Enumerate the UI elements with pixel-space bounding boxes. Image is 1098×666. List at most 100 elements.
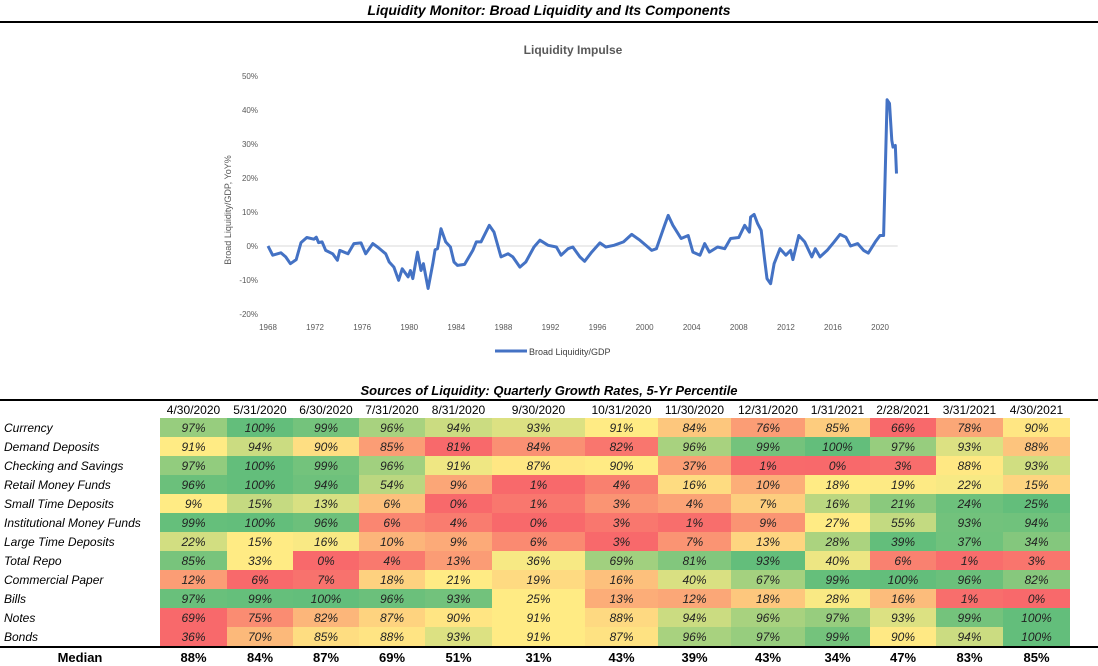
x-tick-label: 1992 (542, 323, 560, 332)
y-tick-label: -10% (239, 276, 258, 285)
percentile-cell: 94% (658, 608, 731, 627)
percentile-cell: 37% (936, 532, 1003, 551)
percentile-cell: 97% (805, 608, 870, 627)
percentile-cell: 0% (293, 551, 359, 570)
percentile-cell: 93% (492, 418, 585, 437)
row-label: Bonds (4, 629, 39, 644)
row-label: Bills (4, 591, 27, 606)
percentile-cell: 22% (160, 532, 227, 551)
percentile-cell: 100% (227, 456, 293, 475)
percentile-cell: 33% (227, 551, 293, 570)
median-value: 43% (585, 646, 658, 666)
median-value: 43% (731, 646, 805, 666)
percentile-cell: 15% (227, 494, 293, 513)
x-tick-label: 2004 (683, 323, 701, 332)
percentile-cell: 16% (658, 475, 731, 494)
percentile-cell: 75% (227, 608, 293, 627)
table-row: Commercial Paper 12% 6% 7% 18% 21% 19% 16% 40% 67… (0, 570, 1098, 589)
percentile-cell: 94% (1003, 513, 1070, 532)
percentile-cell: 97% (160, 456, 227, 475)
column-header: 12/31/2020 (737, 402, 799, 417)
liquidity-impulse-chart: Liquidity Impulse Broad Liquidity/GDP, Y… (223, 43, 898, 357)
percentile-cell: 16% (585, 570, 658, 589)
column-header: 4/30/2020 (166, 402, 221, 417)
percentile-cell: 99% (936, 608, 1003, 627)
percentile-cell: 99% (227, 589, 293, 608)
percentile-cell: 97% (731, 627, 805, 647)
percentile-cell: 100% (227, 513, 293, 532)
percentile-cell: 3% (585, 494, 658, 513)
percentile-cell: 99% (160, 513, 227, 532)
percentile-cell: 40% (805, 551, 870, 570)
percentile-cell: 28% (805, 589, 870, 608)
percentile-cell: 1% (936, 589, 1003, 608)
percentile-cell: 99% (805, 627, 870, 647)
x-tick-label: 2008 (730, 323, 748, 332)
x-tick-label: 1988 (495, 323, 513, 332)
percentile-cell: 67% (731, 570, 805, 589)
percentile-cell: 0% (425, 494, 492, 513)
percentile-cell: 99% (293, 418, 359, 437)
percentile-cell: 96% (359, 456, 425, 475)
percentile-cell: 90% (1003, 418, 1070, 437)
median-value: 51% (425, 646, 492, 666)
x-tick-label: 1996 (589, 323, 607, 332)
x-tick-label: 2012 (777, 323, 795, 332)
percentile-cell: 90% (425, 608, 492, 627)
median-value: 47% (870, 646, 936, 666)
percentile-cell: 96% (359, 418, 425, 437)
table-header-row: 4/30/2020 5/31/2020 6/30/2020 7/31/2020 8/31… (0, 401, 1098, 418)
column-header: 10/31/2020 (591, 402, 652, 417)
percentile-cell: 18% (359, 570, 425, 589)
percentile-cell: 13% (731, 532, 805, 551)
percentile-cell: 1% (658, 513, 731, 532)
percentile-cell: 91% (160, 437, 227, 456)
percentile-cell: 40% (658, 570, 731, 589)
median-row: Median 88% 84% 87% 69% 51% 31% 43% 39% 43% 34% 47% 8… (0, 646, 1098, 666)
percentile-cell: 6% (359, 513, 425, 532)
percentile-cell: 19% (492, 570, 585, 589)
percentile-cell: 87% (359, 608, 425, 627)
percentile-cell: 39% (870, 532, 936, 551)
y-tick-label: 40% (242, 106, 258, 115)
x-tick-label: 2020 (871, 323, 889, 332)
percentile-cell: 91% (425, 456, 492, 475)
percentile-cell: 16% (870, 589, 936, 608)
y-tick-label: 0% (246, 242, 258, 251)
table-divider (0, 399, 1098, 401)
percentile-cell: 91% (492, 627, 585, 647)
percentile-cell: 4% (658, 494, 731, 513)
percentile-cell: 93% (1003, 456, 1070, 475)
percentile-cell: 22% (936, 475, 1003, 494)
title-divider (0, 21, 1098, 23)
percentile-cell: 94% (425, 418, 492, 437)
percentile-cell: 100% (805, 437, 870, 456)
percentile-cell: 93% (731, 551, 805, 570)
percentile-cell: 36% (160, 627, 227, 647)
percentile-cell: 87% (585, 627, 658, 647)
percentile-cell: 82% (585, 437, 658, 456)
percentile-cell: 100% (227, 418, 293, 437)
percentile-cell: 34% (1003, 532, 1070, 551)
percentile-cell: 4% (585, 475, 658, 494)
percentile-cell: 84% (492, 437, 585, 456)
percentile-cell: 96% (731, 608, 805, 627)
column-header: 1/31/2021 (810, 402, 865, 417)
row-label: Small Time Deposits (4, 496, 114, 511)
percentile-cell: 13% (293, 494, 359, 513)
percentile-cell: 6% (492, 532, 585, 551)
percentile-cell: 90% (293, 437, 359, 456)
percentile-cell: 91% (585, 418, 658, 437)
percentile-cell: 25% (1003, 494, 1070, 513)
y-tick-label: 10% (242, 208, 258, 217)
percentile-cell: 21% (425, 570, 492, 589)
column-header: 5/31/2020 (233, 402, 287, 417)
percentile-cell: 27% (805, 513, 870, 532)
percentile-cell: 93% (936, 513, 1003, 532)
row-label: Institutional Money Funds (4, 515, 141, 530)
percentile-cell: 21% (870, 494, 936, 513)
percentile-cell: 97% (160, 589, 227, 608)
percentile-cell: 84% (658, 418, 731, 437)
percentile-cell: 93% (936, 437, 1003, 456)
percentile-cell: 0% (492, 513, 585, 532)
